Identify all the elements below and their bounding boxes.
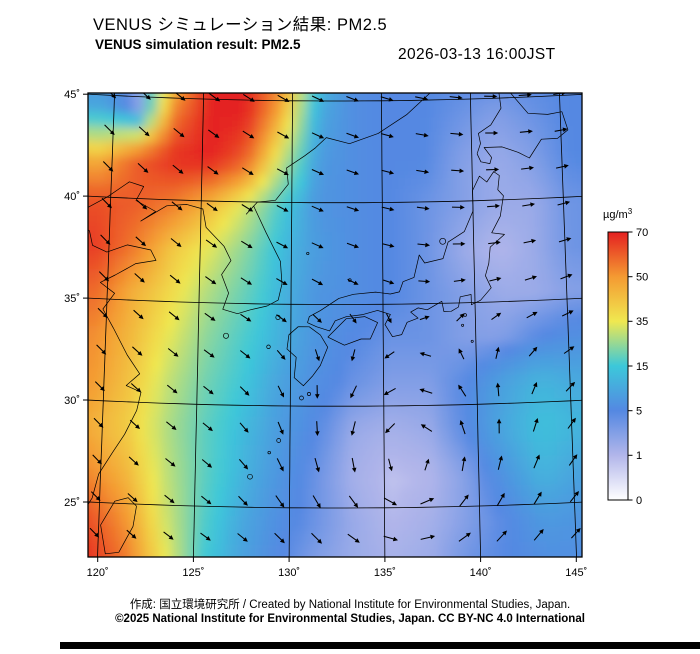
colorbar-tick-label: 50 — [636, 272, 648, 284]
lat-tick-label: 30˚ — [64, 395, 80, 407]
lat-tick-label: 45˚ — [64, 89, 80, 101]
lat-tick-label: 25˚ — [64, 497, 80, 509]
colorbar-unit-label: µg/m3 — [603, 207, 633, 221]
lon-tick-label: 140˚ — [470, 567, 492, 579]
lat-tick-label: 40˚ — [64, 191, 80, 203]
lon-tick-label: 145˚ — [565, 567, 587, 579]
colorbar-tick-label: 1 — [636, 450, 642, 462]
colorbar: 70 50 35 15 5 1 0 µg/m3 — [603, 207, 648, 507]
lon-tick-label: 135˚ — [374, 567, 396, 579]
credit-line: 作成: 国立環境研究所 / Created by National Instit… — [0, 596, 700, 612]
colorbar-tick-label: 0 — [636, 495, 642, 507]
copyright-line: ©2025 National Institute for Environment… — [0, 613, 700, 625]
lon-tick-label: 125˚ — [182, 567, 204, 579]
colorbar-tick-label: 5 — [636, 406, 642, 418]
colorbar-tick-label: 70 — [636, 227, 648, 239]
lon-tick-label: 130˚ — [278, 567, 300, 579]
bottom-black-bar — [60, 642, 700, 649]
colorbar-tick-label: 35 — [636, 316, 648, 328]
colorbar-tick-label: 15 — [636, 361, 648, 373]
lat-tick-label: 35˚ — [64, 293, 80, 305]
lon-tick-label: 120˚ — [87, 567, 109, 579]
